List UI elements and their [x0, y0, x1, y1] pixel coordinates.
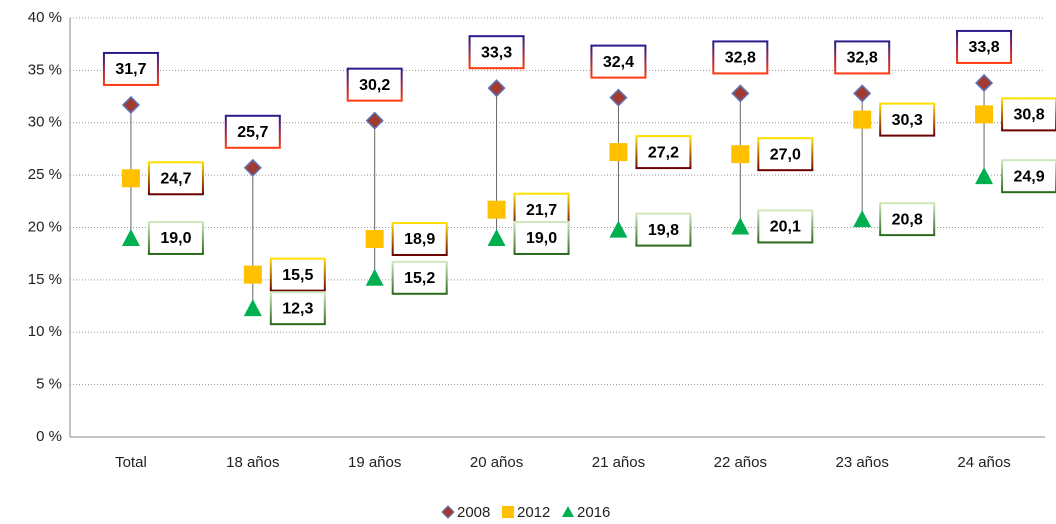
diamond-marker	[731, 84, 750, 103]
value-label: 19,8	[648, 222, 679, 239]
y-tick-label: 15 %	[28, 271, 62, 288]
x-tick-label: 22 años	[714, 454, 767, 471]
square-marker	[365, 230, 384, 249]
triangle-marker	[365, 268, 384, 286]
square-marker	[975, 105, 994, 124]
value-label-box	[590, 44, 647, 79]
y-tick-label: 30 %	[28, 114, 62, 131]
value-label-box	[147, 220, 204, 255]
value-label: 31,7	[115, 61, 146, 78]
value-label: 21,7	[526, 202, 557, 219]
y-tick-label: 5 %	[36, 376, 62, 393]
value-label-box	[712, 40, 769, 75]
diamond-marker	[365, 111, 384, 130]
diamond-marker	[487, 79, 506, 98]
value-label: 24,7	[160, 170, 191, 187]
value-label-box	[391, 260, 448, 295]
value-label-box	[269, 291, 326, 326]
value-label-box	[468, 35, 525, 70]
square-marker	[731, 145, 750, 164]
triangle-marker	[121, 228, 140, 246]
legend-marker	[502, 506, 514, 518]
value-label-box	[635, 212, 692, 247]
value-label: 18,9	[404, 231, 435, 248]
triangle-marker	[731, 217, 750, 235]
value-label-box	[879, 202, 936, 237]
value-label: 33,3	[481, 44, 512, 61]
value-label: 24,9	[1013, 168, 1044, 185]
value-label-box	[1001, 97, 1056, 132]
value-label-box	[879, 102, 936, 137]
value-label-box	[1001, 159, 1056, 194]
x-tick-label: 23 años	[835, 454, 888, 471]
triangle-marker	[975, 167, 994, 185]
legend-marker	[441, 505, 455, 519]
value-label-box	[956, 29, 1013, 64]
value-label-box	[635, 135, 692, 170]
x-tick-label: 20 años	[470, 454, 523, 471]
diamond-marker	[853, 84, 872, 103]
y-tick-label: 25 %	[28, 166, 62, 183]
value-label: 32,4	[603, 54, 634, 71]
value-label-box	[834, 40, 891, 75]
value-label: 20,8	[892, 211, 923, 228]
diamond-marker	[121, 95, 140, 115]
x-tick-label: Total	[115, 454, 147, 471]
x-tick-label: 19 años	[348, 454, 401, 471]
y-tick-label: 20 %	[28, 218, 62, 235]
value-label: 30,2	[359, 77, 390, 94]
square-marker	[243, 265, 262, 284]
square-marker	[487, 200, 506, 219]
triangle-marker	[487, 228, 506, 246]
diamond-marker	[609, 88, 628, 107]
x-tick-label: 24 años	[957, 454, 1010, 471]
value-label: 32,8	[725, 50, 756, 67]
value-label: 30,3	[892, 112, 923, 129]
value-label-box	[513, 220, 570, 255]
square-marker	[609, 143, 628, 162]
legend-label: 2016	[577, 504, 610, 521]
y-tick-label: 35 %	[28, 61, 62, 78]
value-label: 25,7	[237, 124, 268, 141]
triangle-marker	[609, 220, 628, 238]
value-label: 19,0	[160, 230, 191, 247]
value-label-box	[757, 137, 814, 172]
value-label-box	[224, 114, 281, 149]
value-label-box	[346, 67, 403, 102]
value-label-box	[391, 222, 448, 257]
value-label: 27,2	[648, 144, 679, 161]
value-label-box	[147, 161, 204, 196]
diamond-marker	[975, 73, 994, 93]
triangle-marker	[853, 210, 872, 228]
legend-label: 2008	[457, 504, 490, 521]
square-marker	[121, 169, 140, 188]
legend-marker	[562, 506, 574, 517]
value-label: 15,2	[404, 270, 435, 287]
value-label-box	[757, 209, 814, 244]
value-label-box	[513, 192, 570, 227]
y-tick-label: 0 %	[36, 428, 62, 445]
y-tick-label: 40 %	[28, 9, 62, 26]
value-label: 33,8	[968, 39, 999, 56]
value-label-box	[102, 51, 159, 86]
x-tick-label: 21 años	[592, 454, 645, 471]
value-label: 32,8	[847, 50, 878, 67]
value-label-box	[269, 257, 326, 292]
legend-label: 2012	[517, 504, 550, 521]
value-label: 12,3	[282, 300, 313, 317]
x-tick-label: 18 años	[226, 454, 279, 471]
value-label: 27,0	[770, 146, 801, 163]
y-tick-label: 10 %	[28, 323, 62, 340]
value-label: 15,5	[282, 267, 313, 284]
value-label: 20,1	[770, 219, 801, 236]
value-label: 30,8	[1013, 107, 1044, 124]
square-marker	[853, 110, 872, 129]
value-label: 19,0	[526, 230, 557, 247]
triangle-marker	[243, 299, 262, 317]
diamond-marker	[243, 158, 262, 177]
